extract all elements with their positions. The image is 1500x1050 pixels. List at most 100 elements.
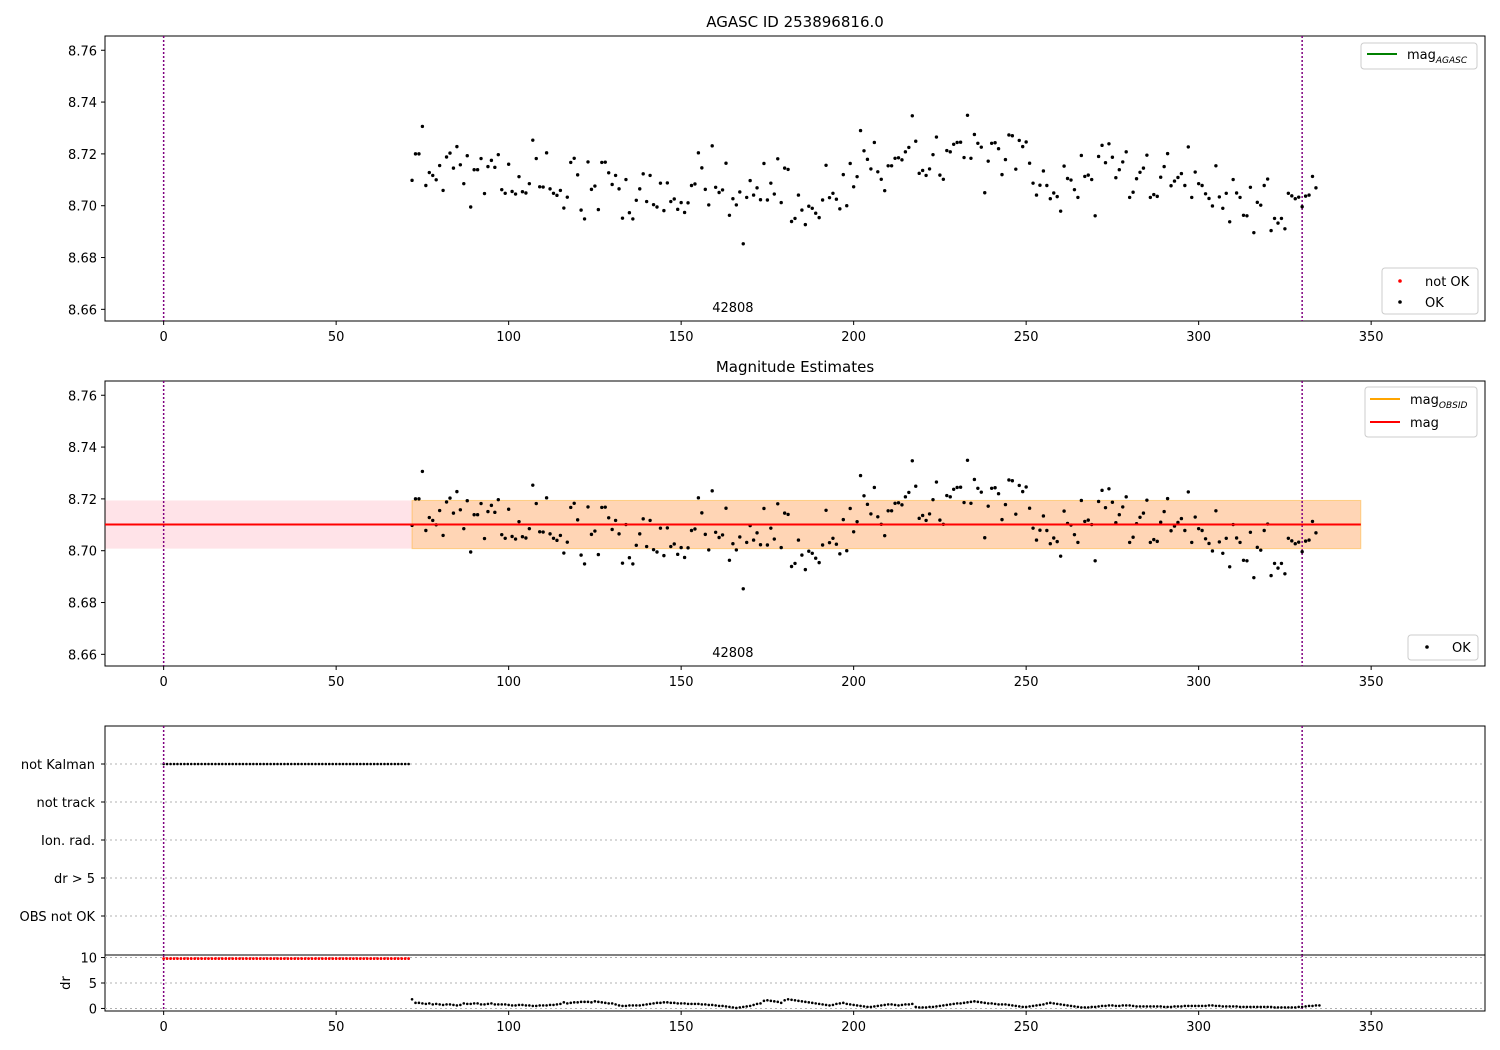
panel-1-ok-point [689, 183, 694, 188]
flag-point [172, 762, 176, 766]
panel-2-ok-point [934, 480, 939, 484]
dr-not-ok-point [331, 957, 335, 960]
panel-1-ok-point [582, 217, 587, 221]
dr-not-ok-point [203, 957, 207, 960]
dr-ok-point [1287, 1006, 1290, 1009]
panel-1-ok-point [427, 170, 431, 175]
flag-point [296, 762, 300, 766]
dr-ok-point [1055, 1002, 1059, 1006]
dr-ok-point [1135, 1005, 1138, 1008]
panel-2-ok-point [896, 501, 901, 505]
panel-1-ok-point [1076, 195, 1080, 200]
dr-ok-point [1259, 1005, 1263, 1009]
panel-1-ok-point [1052, 191, 1056, 195]
panel-2-x-tick-label: 100 [496, 675, 521, 690]
panel-1-ok-point [1110, 155, 1115, 159]
dr-ok-point [676, 1002, 679, 1005]
panel-1-ok-point [745, 195, 749, 200]
dr-ok-point [1028, 1005, 1031, 1008]
dr-ok-point [1280, 1006, 1283, 1009]
panel-1-ok-point [1190, 195, 1194, 200]
dr-ok-point [1000, 1003, 1004, 1006]
dr-ok-point [707, 1003, 711, 1007]
dr-ok-point [824, 1003, 828, 1007]
panel-4-y-tick-label: 10 [80, 952, 97, 967]
dr-ok-point [728, 1005, 731, 1009]
panel-1-ok-point [1262, 183, 1266, 188]
panel-4-x-tick-label: 150 [669, 1020, 694, 1035]
flag-point [352, 762, 355, 766]
panel-1-ok-point [938, 173, 942, 177]
dr-ok-point [1190, 1004, 1194, 1008]
panel-2-ok-point [1103, 505, 1108, 510]
panel-1-ok-point [1196, 181, 1201, 186]
panel-2-x-tick-label: 200 [841, 675, 866, 690]
flag-point [193, 762, 196, 766]
panel-1-ok-point [472, 167, 476, 172]
dr-ok-point [1262, 1005, 1266, 1009]
panel-2-ok-point [769, 526, 773, 530]
dr-ok-point [800, 1000, 804, 1003]
panel-1-ok-point [465, 154, 469, 158]
panel-2-ok-points [410, 458, 1318, 591]
dr-ok-point [555, 1003, 559, 1006]
panel-1-ok-point [441, 188, 445, 193]
panel-1-ok-point [437, 163, 442, 168]
panel-3-y-tick-label: dr > 5 [54, 872, 95, 887]
dr-ok-point [428, 1002, 431, 1005]
panel-4-x-tick-label: 300 [1186, 1020, 1211, 1035]
panel-1-ok-point [969, 156, 973, 160]
panel-2-ok-point [1269, 573, 1273, 578]
dr-not-ok-point [383, 957, 386, 960]
dr-not-ok-point [310, 957, 314, 960]
panel-1-ok-point [724, 161, 728, 165]
panel-2-ok-point [1210, 549, 1215, 553]
panel-1-ok-point [917, 171, 921, 176]
dr-not-ok-point [372, 957, 376, 960]
dr-ok-point [1169, 1005, 1173, 1009]
dr-not-ok-point [196, 957, 200, 960]
panel-2-ok-point [555, 538, 559, 543]
panel-2-ok-point [1303, 539, 1308, 543]
dr-ok-point [686, 1002, 690, 1006]
dr-not-ok-point [176, 957, 179, 960]
panel-2-ok-point [958, 485, 963, 489]
dr-ok-point [759, 1002, 762, 1005]
dr-ok-point [459, 1003, 462, 1007]
panel-1-ok-point [1107, 142, 1111, 146]
panel-1-ok-point [448, 151, 452, 155]
panel-2-ok-point [1021, 489, 1025, 494]
panel-2-ok-point [765, 543, 770, 547]
panel-1-ok-point [869, 167, 873, 171]
legend-label: mag [1410, 416, 1439, 431]
panel-2-ok-point [834, 542, 839, 546]
dr-ok-point [1290, 1006, 1294, 1009]
panel-2-ok-point [1093, 559, 1097, 563]
panel-2-ok-point [1100, 488, 1104, 493]
panel-2-ok-point [1241, 558, 1246, 562]
dr-ok-point [700, 1003, 704, 1006]
dr-ok-point [597, 1000, 600, 1004]
panel-1-ok-point [1248, 185, 1253, 190]
panel-2-ok-point [893, 501, 897, 505]
panel-1-ok-point [607, 171, 611, 175]
panel-1-ok-point [479, 156, 483, 161]
panel-1-y-tick-label: 8.68 [68, 252, 97, 267]
panel-1-ok-point [469, 205, 473, 209]
dr-ok-point [1059, 1003, 1062, 1006]
panel-1-legend-upper: magAGASC [1360, 42, 1478, 70]
legend-label: not OK [1425, 275, 1470, 290]
panel-1-ok-point [952, 142, 956, 146]
dr-ok-point [534, 1004, 538, 1008]
dr-not-ok-point [241, 957, 245, 960]
panel-1-ok-point [489, 158, 494, 163]
panel-1-annotation: 42808 [712, 301, 753, 316]
panel-2-ok-point [513, 537, 518, 541]
panel-1-ok-point [710, 144, 714, 148]
panel-1-ok-point [703, 187, 707, 192]
panel-1-ok-point [1238, 195, 1242, 200]
panel-2-ok-point [710, 489, 714, 493]
dr-ok-point [721, 1004, 724, 1008]
panel-1-ok-point [934, 135, 939, 139]
